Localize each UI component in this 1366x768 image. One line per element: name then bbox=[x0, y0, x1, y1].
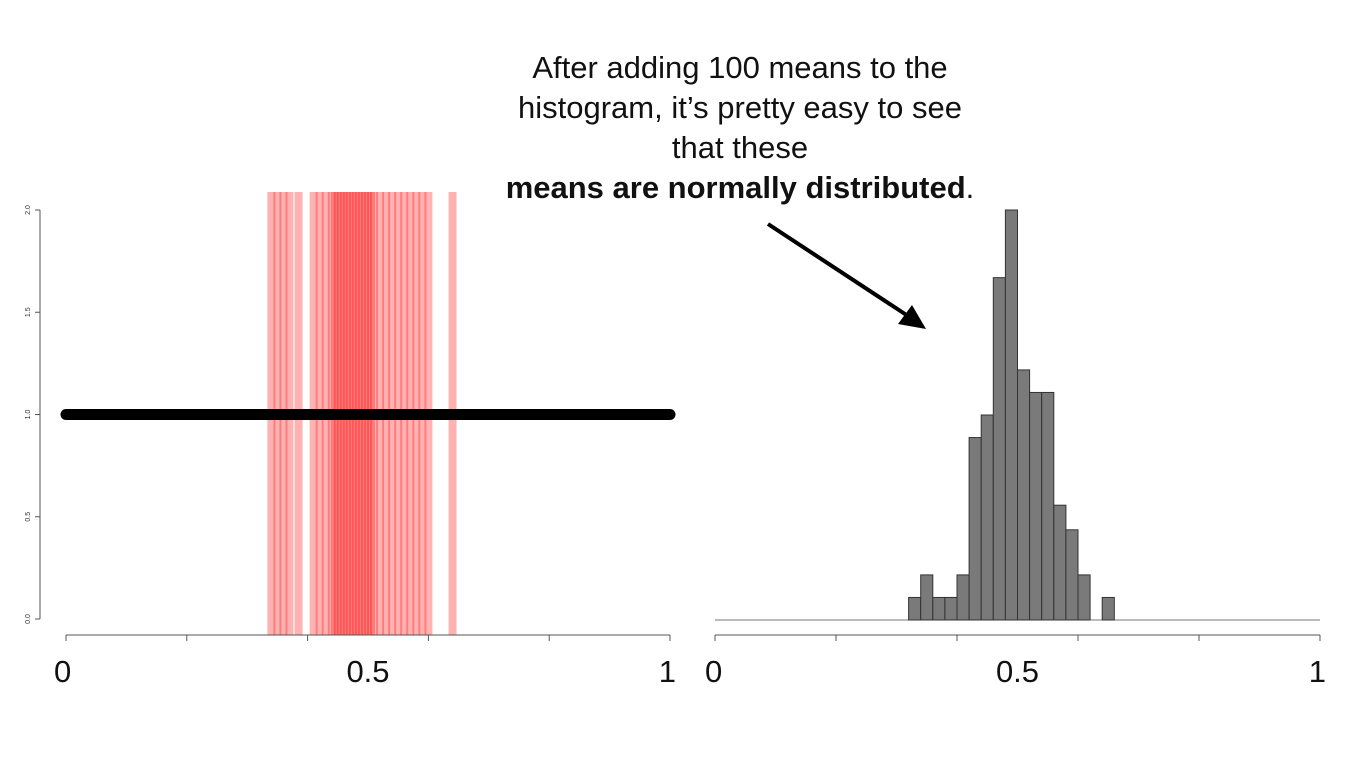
histogram-bar bbox=[1053, 504, 1067, 621]
annotation-line-4: means are normally distributed. bbox=[440, 168, 1040, 208]
left-y-tick-label: 0.5 bbox=[25, 512, 32, 522]
histogram-bar bbox=[932, 596, 946, 621]
histogram-bar bbox=[956, 574, 970, 621]
left-y-tick-label: 1.0 bbox=[25, 410, 32, 420]
histogram-bar bbox=[968, 437, 982, 621]
histogram-bar bbox=[1004, 209, 1019, 621]
right-x-tick-label: 0.5 bbox=[996, 654, 1039, 689]
arrow-head bbox=[898, 305, 926, 329]
right-histogram: 0 0.5 1 bbox=[705, 209, 1326, 689]
left-x-tick-label: 0.5 bbox=[346, 654, 389, 689]
left-y-tick-label: 1.5 bbox=[25, 307, 32, 317]
histogram-bar bbox=[1065, 529, 1079, 621]
left-y-tick-label: 0.0 bbox=[25, 614, 32, 624]
histogram-bar bbox=[944, 596, 958, 621]
histogram-bar bbox=[1029, 391, 1043, 621]
right-x-tick-label: 1 bbox=[1309, 654, 1326, 689]
left-x-tick-label: 0 bbox=[54, 654, 71, 689]
annotation-line-1: After adding 100 means to the bbox=[532, 50, 948, 85]
left-chart: 0.0 0.5 1.0 1.5 2.0 0 0.5 1 bbox=[25, 192, 676, 689]
histogram-bar bbox=[920, 574, 934, 621]
annotation-line-2: histogram, it’s pretty easy to see bbox=[518, 90, 962, 125]
histogram-bar bbox=[980, 414, 994, 621]
annotation-period: . bbox=[965, 170, 975, 205]
left-y-tick-label: 2.0 bbox=[25, 205, 32, 215]
annotation-line-3: that these bbox=[671, 130, 809, 165]
annotation-bold-phrase: means are normally distributed bbox=[505, 170, 966, 205]
annotation-arrow bbox=[766, 222, 926, 329]
histogram-bar bbox=[1077, 574, 1091, 621]
histogram-bar bbox=[1017, 369, 1031, 621]
histogram-bar bbox=[992, 277, 1006, 621]
annotation-text: After adding 100 means to the histogram,… bbox=[440, 48, 1040, 208]
histogram-bar bbox=[908, 596, 922, 621]
arrow-shaft bbox=[766, 222, 910, 318]
histogram-bar bbox=[1101, 596, 1115, 621]
histogram-bar bbox=[1041, 391, 1055, 621]
right-x-tick-label: 0 bbox=[705, 654, 722, 689]
left-x-tick-label: 1 bbox=[659, 654, 676, 689]
